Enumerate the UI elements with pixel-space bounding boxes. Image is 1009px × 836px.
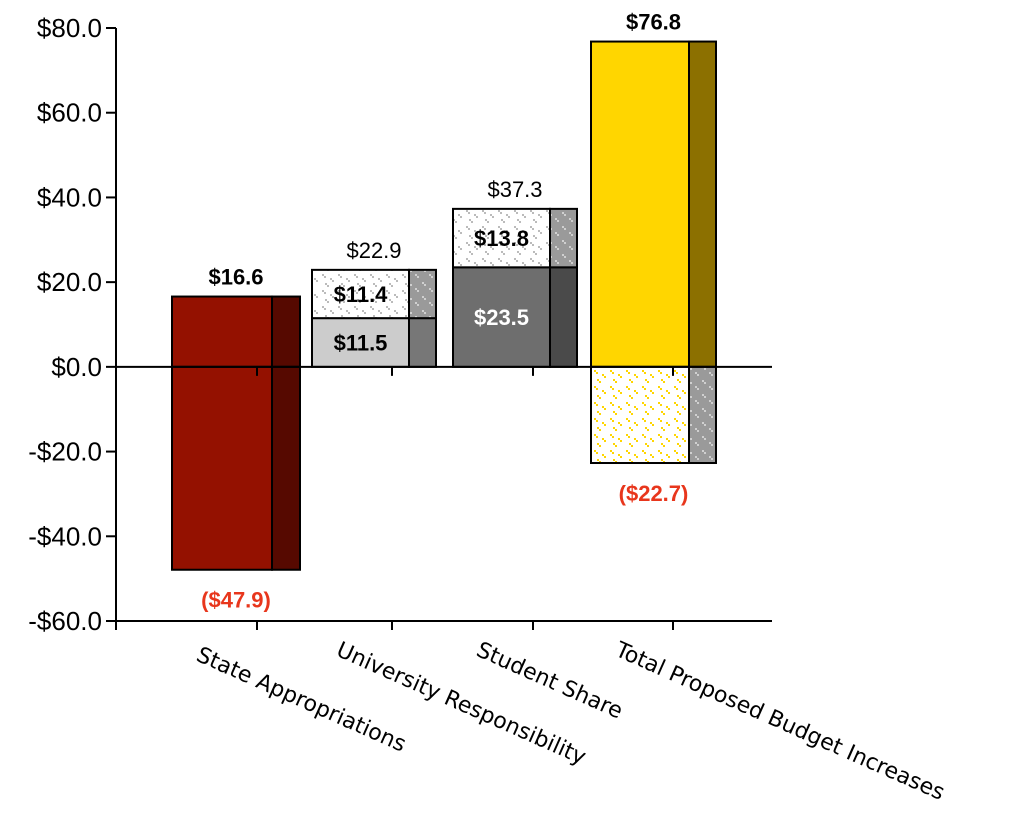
bar-total-proposed-budget-increases-side-0 bbox=[688, 40, 717, 368]
data-label-student-share-0: $23.5 bbox=[474, 305, 529, 330]
data-label-total-proposed-budget-increases-0: $76.8 bbox=[626, 10, 681, 35]
data-label-state-appropriations-1: ($47.9) bbox=[201, 588, 271, 613]
bar-university-responsibility-side-0 bbox=[408, 317, 437, 368]
bar-total-proposed-budget-increases-segment-0 bbox=[590, 40, 690, 368]
y-tick-label-0: $80.0 bbox=[37, 13, 102, 43]
bar-state-appropriations-side-0 bbox=[271, 295, 301, 368]
y-tick-label-5: -$20.0 bbox=[28, 437, 102, 467]
bar-state-appropriations-segment-1 bbox=[171, 365, 273, 571]
bar-university-responsibility-side-1 bbox=[408, 268, 437, 320]
y-tick-label-3: $20.0 bbox=[37, 267, 102, 297]
y-tick-label-2: $40.0 bbox=[37, 182, 102, 212]
data-label-student-share-2: $37.3 bbox=[487, 177, 542, 202]
bar-state-appropriations-segment-0 bbox=[171, 295, 273, 368]
data-label-state-appropriations-0: $16.6 bbox=[208, 265, 263, 290]
bar-student-share-side-1 bbox=[549, 207, 578, 269]
data-label-university-responsibility-1: $11.4 bbox=[334, 282, 389, 307]
data-label-university-responsibility-0: $11.5 bbox=[334, 331, 388, 356]
bar-total-proposed-budget-increases-segment-1 bbox=[590, 365, 690, 465]
bar-total-proposed-budget-increases-side-1 bbox=[688, 365, 717, 465]
category-label-university-responsibility: University Responsibility bbox=[333, 638, 590, 771]
data-label-university-responsibility-2: $22.9 bbox=[346, 238, 401, 263]
y-tick-label-6: -$40.0 bbox=[28, 521, 102, 551]
labels-layer: $16.6 ($47.9) $11.5 $11.4 $22.9 $23.5 $13.8 $37… bbox=[201, 10, 688, 613]
category-label-total-proposed-budget-increases: Total Proposed Budget Increases bbox=[611, 637, 949, 806]
bar-student-share-side-0 bbox=[549, 266, 578, 368]
data-label-student-share-1: $13.8 bbox=[474, 226, 529, 251]
data-label-total-proposed-budget-increases-1: ($22.7) bbox=[619, 481, 689, 506]
y-tick-label-1: $60.0 bbox=[37, 98, 102, 128]
y-tick-label-4: $0.0 bbox=[51, 352, 102, 382]
axis-layer: $80.0 $60.0 $40.0 $20.0 $0.0 -$20.0 -$40.0 -$60… bbox=[28, 13, 948, 806]
bar-state-appropriations-side-1 bbox=[271, 365, 301, 571]
y-tick-label-7: -$60.0 bbox=[28, 606, 102, 636]
bar-university-responsibility-segment-1 bbox=[311, 268, 410, 320]
